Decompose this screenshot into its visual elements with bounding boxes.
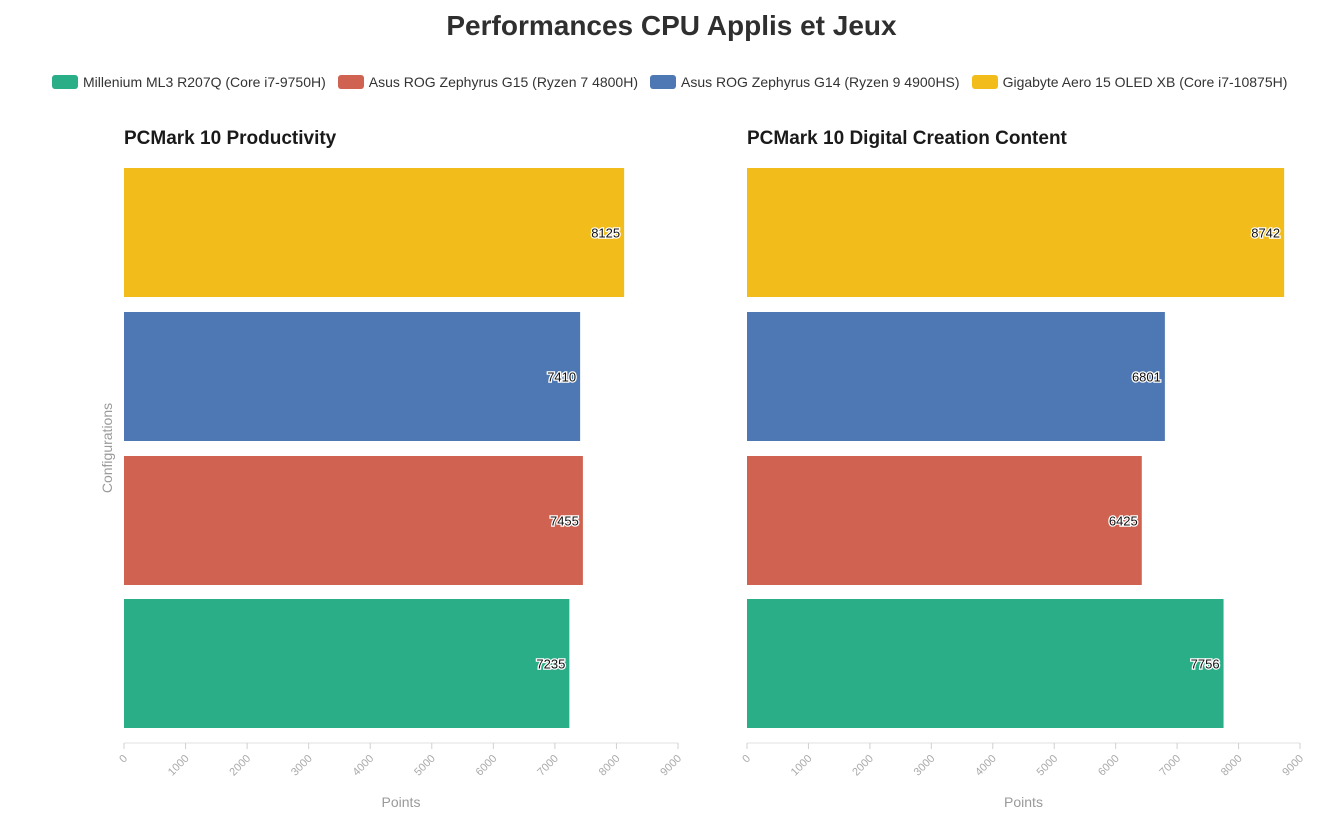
legend-item-millenium[interactable]: Millenium ML3 R207Q (Core i7-9750H) <box>52 74 326 90</box>
legend-label: Asus ROG Zephyrus G15 (Ryzen 7 4800H) <box>368 74 638 90</box>
bar-productivity-2 <box>124 312 581 441</box>
bar-productivity-4 <box>124 599 570 728</box>
bar-value-label-digital-creation-2: 6801 <box>1132 370 1161 385</box>
legend-label: Asus ROG Zephyrus G14 (Ryzen 9 4900HS) <box>681 74 960 90</box>
bar-value-label-digital-creation-1: 8742 <box>1251 226 1280 241</box>
x-tick-label: 1000 <box>789 753 815 779</box>
x-tick-label: 1000 <box>166 753 192 779</box>
x-tick-label: 2000 <box>850 753 876 779</box>
bar-productivity-3 <box>124 456 583 585</box>
legend-item-aero-15[interactable]: Gigabyte Aero 15 OLED XB (Core i7-10875H… <box>971 74 1288 90</box>
x-tick-label: 3000 <box>289 753 315 779</box>
x-tick-label: 6000 <box>1096 753 1122 779</box>
bar-value-label-productivity-1: 8125 <box>591 226 620 241</box>
bar-value-label-productivity-3: 7455 <box>550 514 579 529</box>
legend-swatch <box>971 75 998 89</box>
x-tick-label: 2000 <box>227 753 253 779</box>
legend: Millenium ML3 R207Q (Core i7-9750H) Asus… <box>52 74 1287 90</box>
legend-swatch <box>650 75 676 89</box>
bar-value-label-productivity-2: 7410 <box>547 370 576 385</box>
chart-title: Performances CPU Applis et Jeux <box>446 10 897 41</box>
x-tick-label: 7000 <box>535 753 561 779</box>
legend-item-zephyrus-g14[interactable]: Asus ROG Zephyrus G14 (Ryzen 9 4900HS) <box>650 74 960 90</box>
x-tick-label: 5000 <box>412 753 438 779</box>
legend-swatch <box>337 75 364 89</box>
bar-value-label-digital-creation-4: 7756 <box>1191 657 1220 672</box>
bar-productivity-1 <box>124 168 625 297</box>
x-tick-label: 4000 <box>351 753 377 779</box>
bar-value-label-productivity-4: 7235 <box>536 657 565 672</box>
x-tick-label: 6000 <box>474 753 500 779</box>
x-tick-label: 8000 <box>597 753 623 779</box>
x-tick-label: 7000 <box>1157 753 1183 779</box>
x-tick-label: 5000 <box>1035 753 1061 779</box>
x-tick-label: 0 <box>117 753 130 766</box>
x-tick-label: 9000 <box>1280 753 1306 779</box>
bar-value-label-digital-creation-3: 6425 <box>1109 514 1138 529</box>
legend-item-zephyrus-g15[interactable]: Asus ROG Zephyrus G15 (Ryzen 7 4800H) <box>337 74 638 90</box>
legend-label: Millenium ML3 R207Q (Core i7-9750H) <box>83 74 326 90</box>
x-axis-title-digital-creation: Points <box>1004 794 1043 810</box>
bar-digital-creation-3 <box>747 456 1142 585</box>
bar-digital-creation-4 <box>747 599 1224 728</box>
x-axis-title-productivity: Points <box>382 794 421 810</box>
bar-digital-creation-2 <box>747 312 1165 441</box>
bar-digital-creation-1 <box>747 168 1285 297</box>
x-tick-label: 0 <box>740 753 753 766</box>
legend-swatch <box>52 75 78 89</box>
x-tick-label: 8000 <box>1219 753 1245 779</box>
x-tick-label: 3000 <box>912 753 938 779</box>
legend-label: Gigabyte Aero 15 OLED XB (Core i7-10875H… <box>1002 74 1288 90</box>
panel-title-digital-creation: PCMark 10 Digital Creation Content <box>747 128 1068 149</box>
x-tick-label: 9000 <box>658 753 684 779</box>
panel-title-productivity: PCMark 10 Productivity <box>124 128 337 149</box>
x-tick-label: 4000 <box>973 753 999 779</box>
